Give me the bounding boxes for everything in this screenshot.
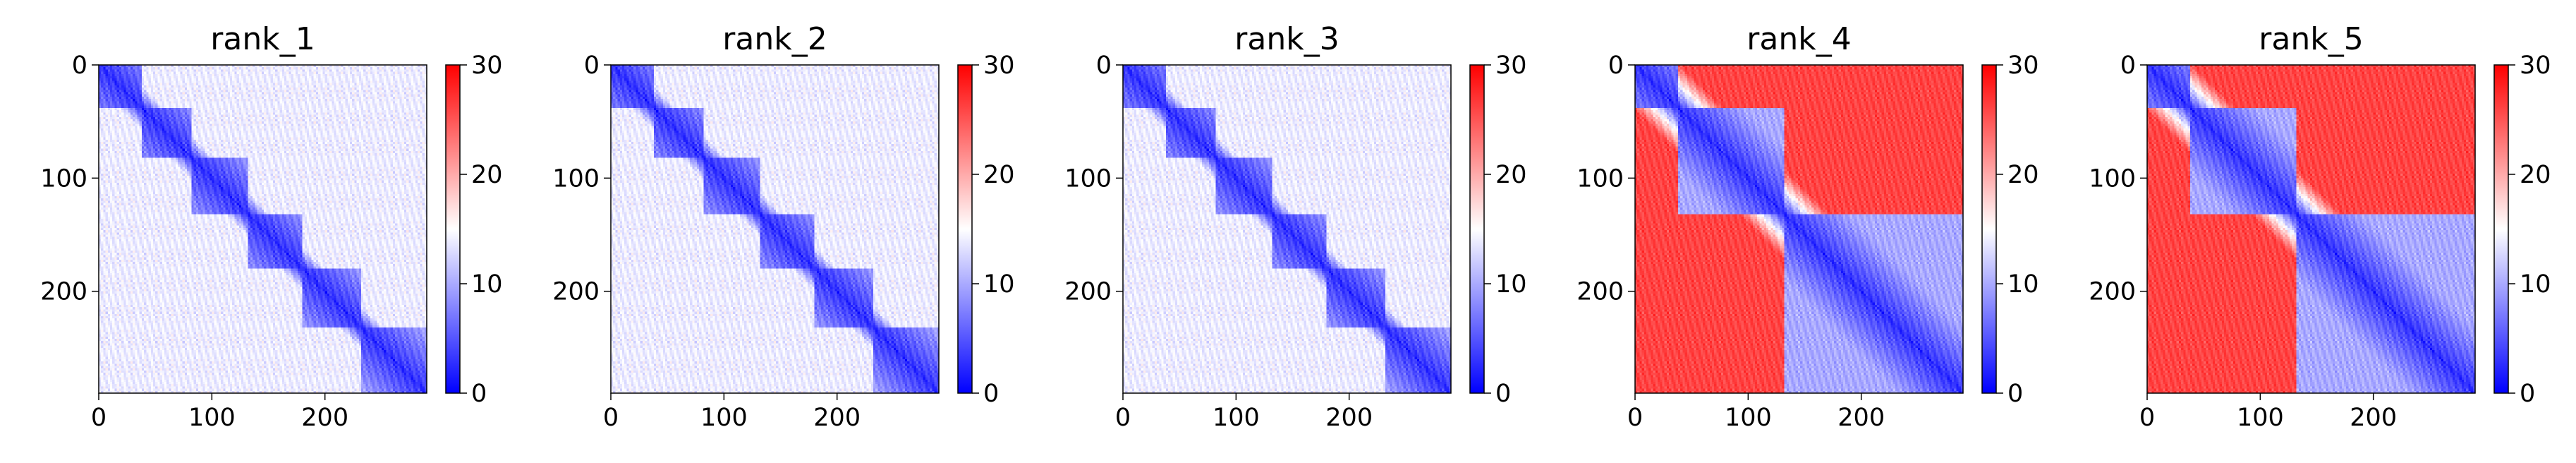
colorbar-tick-label: 0 — [983, 380, 999, 408]
colorbar-tick-label: 30 — [1495, 52, 1527, 80]
heatmap-image — [1635, 65, 1963, 393]
colorbar — [957, 64, 973, 394]
colorbar-tick-label: 0 — [2520, 380, 2535, 408]
y-tick-label: 100 — [1064, 164, 1112, 193]
colorbar-tick-label: 20 — [2007, 161, 2039, 189]
heatmap-image — [611, 65, 939, 393]
x-tick-label: 200 — [813, 404, 861, 432]
heatmap-image — [2147, 65, 2475, 393]
x-tick-label: 0 — [91, 404, 107, 432]
heatmap-panel-3: rank_3 0 100 200 0 100 200 0 10 20 30 — [1064, 21, 1526, 432]
x-tick-label: 100 — [188, 404, 236, 432]
colorbar — [445, 64, 461, 394]
heatmap-panel-5: rank_5 0 100 200 0 100 200 0 10 20 30 — [2089, 21, 2551, 432]
y-tick-label: 200 — [40, 278, 87, 306]
colorbar-tick-label: 30 — [2007, 52, 2039, 80]
panel-title: rank_1 — [210, 21, 315, 57]
colorbar-tick-label: 0 — [1495, 380, 1511, 408]
colorbar-tick-label: 0 — [471, 380, 487, 408]
x-tick-label: 0 — [603, 404, 619, 432]
axes-frame — [2146, 64, 2476, 394]
x-tick-label: 0 — [1115, 404, 1131, 432]
heatmap-panel-1: rank_1 0 100 200 0 100 200 0 10 20 30 — [40, 21, 502, 432]
y-tick-label: 0 — [584, 52, 600, 80]
axes-frame — [1634, 64, 1964, 394]
y-tick-label: 100 — [552, 164, 600, 193]
x-tick-label: 200 — [1325, 404, 1373, 432]
axes-frame — [98, 64, 427, 394]
colorbar-tick-label: 30 — [2520, 52, 2551, 80]
colorbar — [1981, 64, 1997, 394]
colorbar-tick-label: 10 — [983, 270, 1015, 299]
heatmap-image — [1123, 65, 1451, 393]
colorbar-tick-label: 10 — [471, 270, 503, 299]
panel-title: rank_3 — [1234, 21, 1339, 57]
x-tick-label: 100 — [2237, 404, 2284, 432]
y-tick-label: 200 — [552, 278, 600, 306]
x-tick-label: 100 — [1213, 404, 1260, 432]
x-tick-label: 0 — [2139, 404, 2155, 432]
colorbar-tick-label: 20 — [471, 161, 503, 189]
x-tick-label: 200 — [301, 404, 348, 432]
colorbar-tick-label: 30 — [983, 52, 1015, 80]
y-tick-label: 200 — [2089, 278, 2136, 306]
colorbar — [2493, 64, 2509, 394]
panel-title: rank_5 — [2259, 21, 2363, 57]
y-tick-label: 200 — [1064, 278, 1112, 306]
colorbar-tick-label: 10 — [2007, 270, 2039, 299]
colorbar-tick-label: 0 — [2007, 380, 2023, 408]
colorbar-tick-label: 30 — [471, 52, 503, 80]
y-tick-label: 100 — [1576, 164, 1624, 193]
colorbar-tick-label: 20 — [2520, 161, 2551, 189]
x-tick-label: 200 — [2350, 404, 2397, 432]
colorbar-tick-label: 20 — [1495, 161, 1527, 189]
colorbar-tick-label: 20 — [983, 161, 1015, 189]
axes-frame — [610, 64, 940, 394]
y-tick-label: 0 — [2120, 52, 2136, 80]
y-tick-label: 100 — [40, 164, 87, 193]
heatmap-panel-4: rank_4 0 100 200 0 100 200 0 10 20 30 — [1576, 21, 2039, 432]
x-tick-label: 100 — [700, 404, 748, 432]
x-tick-label: 0 — [1627, 404, 1643, 432]
y-tick-label: 0 — [1608, 52, 1624, 80]
heatmap-panel-2: rank_2 0 100 200 0 100 200 0 10 20 30 — [552, 21, 1014, 432]
axes-frame — [1122, 64, 1452, 394]
y-tick-label: 100 — [2089, 164, 2136, 193]
y-tick-label: 0 — [72, 52, 87, 80]
x-tick-label: 200 — [1837, 404, 1885, 432]
panel-title: rank_2 — [722, 21, 827, 57]
y-tick-label: 0 — [1096, 52, 1112, 80]
heatmap-image — [99, 65, 427, 393]
panel-title: rank_4 — [1746, 21, 1851, 57]
colorbar-tick-label: 10 — [2520, 270, 2551, 299]
x-tick-label: 100 — [1725, 404, 1772, 432]
colorbar-tick-label: 10 — [1495, 270, 1527, 299]
y-tick-label: 200 — [1576, 278, 1624, 306]
colorbar — [1469, 64, 1485, 394]
